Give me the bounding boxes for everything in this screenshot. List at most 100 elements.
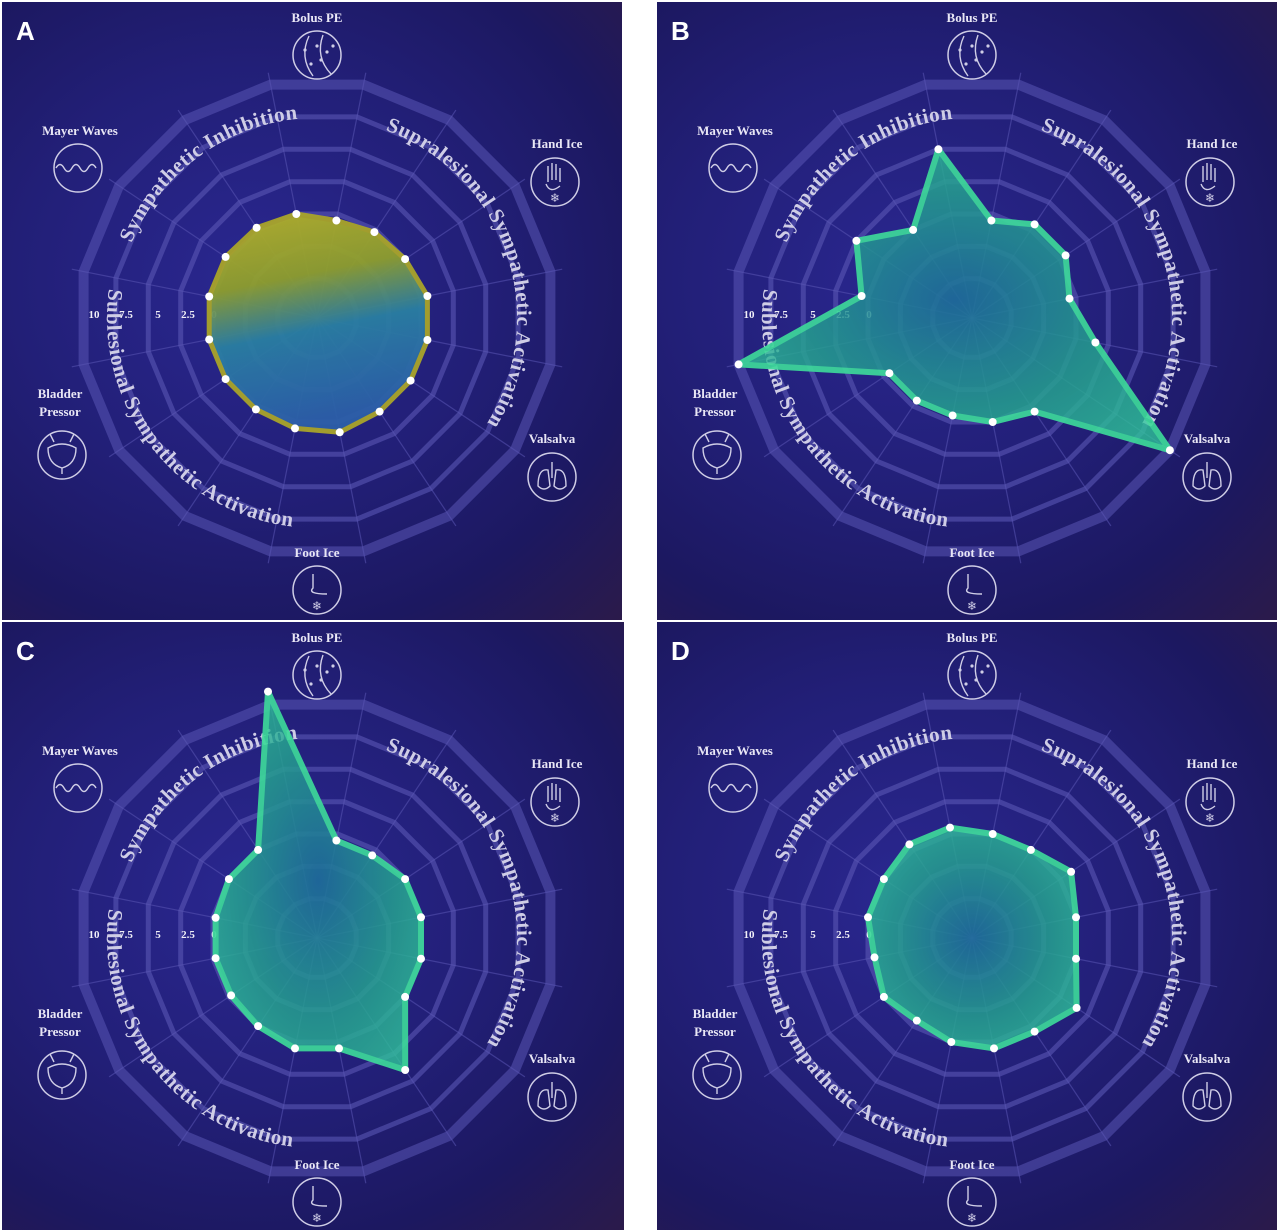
panel-letter: A [16, 16, 35, 46]
stimulus-label-hand-ice: Hand Ice [1187, 136, 1238, 151]
stimulus-label-bolus-pe: Bolus PE [947, 630, 998, 645]
stimulus-label-pressor: Pressor [39, 404, 81, 419]
stimulus-label-valsalva: Valsalva [1184, 431, 1231, 446]
lungs-icon [527, 452, 577, 502]
radar-point [909, 225, 918, 234]
radar-point [291, 424, 299, 433]
radar-point [857, 292, 866, 300]
radar-point [205, 335, 214, 344]
wave-icon [708, 763, 758, 813]
radar-point [852, 236, 861, 245]
hand-snowflake-icon: ❄ [1185, 777, 1235, 827]
bladder-icon [692, 430, 742, 480]
radar-point [1026, 845, 1035, 854]
panel-d: Sympathetic Inhibition Supralesional Symp… [657, 622, 1277, 1230]
radar-point [332, 836, 341, 845]
radar-point [332, 216, 341, 225]
radar-point [1067, 867, 1076, 876]
radar-point [1165, 446, 1174, 455]
radar-ring [145, 766, 489, 1110]
radar-point [254, 1022, 263, 1031]
radar-point [401, 992, 410, 1001]
radar-point [1030, 220, 1039, 229]
stimulus-label-pressor: Pressor [694, 1024, 736, 1039]
bladder-icon [37, 430, 87, 480]
scale-label: 5 [155, 929, 161, 941]
scale-label: 7.5 [774, 309, 788, 321]
radar-point [912, 396, 921, 405]
radar-ring [178, 179, 456, 457]
radar-point [1030, 407, 1039, 416]
scale-label: 2.5 [181, 929, 195, 941]
radar-point [251, 405, 260, 414]
panel-a: Sympathetic Inhibition Supralesional Symp… [2, 2, 622, 620]
radar-point [423, 292, 432, 300]
radar-point [406, 376, 415, 385]
radar-point [948, 411, 957, 420]
hand-snowflake-icon: ❄ [530, 157, 580, 207]
svg-text:❄: ❄ [312, 599, 322, 613]
scale-label: 7.5 [774, 929, 788, 941]
radar-point [401, 875, 410, 884]
radar-ring [145, 146, 489, 490]
scale-label: 5 [810, 929, 816, 941]
scale-label: 2.5 [836, 929, 850, 941]
bloodstream-icon [292, 30, 342, 80]
panel-letter: C [16, 636, 35, 666]
stimulus-label-valsalva: Valsalva [1184, 1051, 1231, 1066]
radar-point [211, 913, 220, 922]
radar-point [879, 992, 888, 1001]
radar-point [934, 145, 943, 154]
radar-point [401, 255, 410, 264]
radar-point [292, 210, 301, 218]
radar-ring [833, 179, 1111, 457]
foot-snowflake-icon: ❄ [947, 565, 997, 615]
bloodstream-icon [947, 650, 997, 700]
radar-point [254, 845, 263, 854]
stimulus-label-foot-ice: Foot Ice [294, 1157, 339, 1172]
radar-ring [733, 79, 1211, 557]
radar-ring [113, 734, 521, 1142]
panel-letter: D [671, 636, 690, 666]
stimulus-label-bolus-pe: Bolus PE [292, 630, 343, 645]
foot-snowflake-icon: ❄ [292, 565, 342, 615]
radar-point [879, 875, 888, 884]
stimulus-label-foot-ice: Foot Ice [949, 545, 994, 560]
hand-snowflake-icon: ❄ [530, 777, 580, 827]
scale-label: 10 [744, 309, 756, 321]
scale-label: 10 [89, 929, 101, 941]
radar-point [988, 830, 997, 838]
radar-point [368, 851, 377, 860]
radar-point [1061, 251, 1070, 260]
foot-snowflake-icon: ❄ [947, 1177, 997, 1227]
stimulus-label-mayer-waves: Mayer Waves [697, 743, 773, 758]
radar-point [335, 1044, 343, 1053]
radar-point [1065, 294, 1074, 303]
radar-point [1072, 954, 1080, 963]
stimulus-label-hand-ice: Hand Ice [532, 756, 583, 771]
svg-text:❄: ❄ [967, 1211, 977, 1225]
radar-point [912, 1016, 921, 1025]
stimulus-label-mayer-waves: Mayer Waves [42, 743, 118, 758]
scale-label: 10 [744, 929, 756, 941]
radar-ring [833, 799, 1111, 1077]
svg-text:❄: ❄ [1205, 191, 1215, 205]
stimulus-label-mayer-waves: Mayer Waves [697, 123, 773, 138]
svg-text:❄: ❄ [312, 1211, 322, 1225]
stimulus-label-foot-ice: Foot Ice [294, 545, 339, 560]
scale-label: 2.5 [181, 309, 195, 321]
scale-label: 7.5 [119, 309, 133, 321]
svg-text:❄: ❄ [550, 811, 560, 825]
radar-ring [178, 799, 456, 1077]
stimulus-label-hand-ice: Hand Ice [532, 136, 583, 151]
stimulus-label-bladder: Bladder [38, 386, 83, 401]
radar-point [990, 1044, 998, 1053]
foot-snowflake-icon: ❄ [292, 1177, 342, 1227]
radar-point [864, 913, 872, 922]
radar-ring [733, 699, 1211, 1177]
